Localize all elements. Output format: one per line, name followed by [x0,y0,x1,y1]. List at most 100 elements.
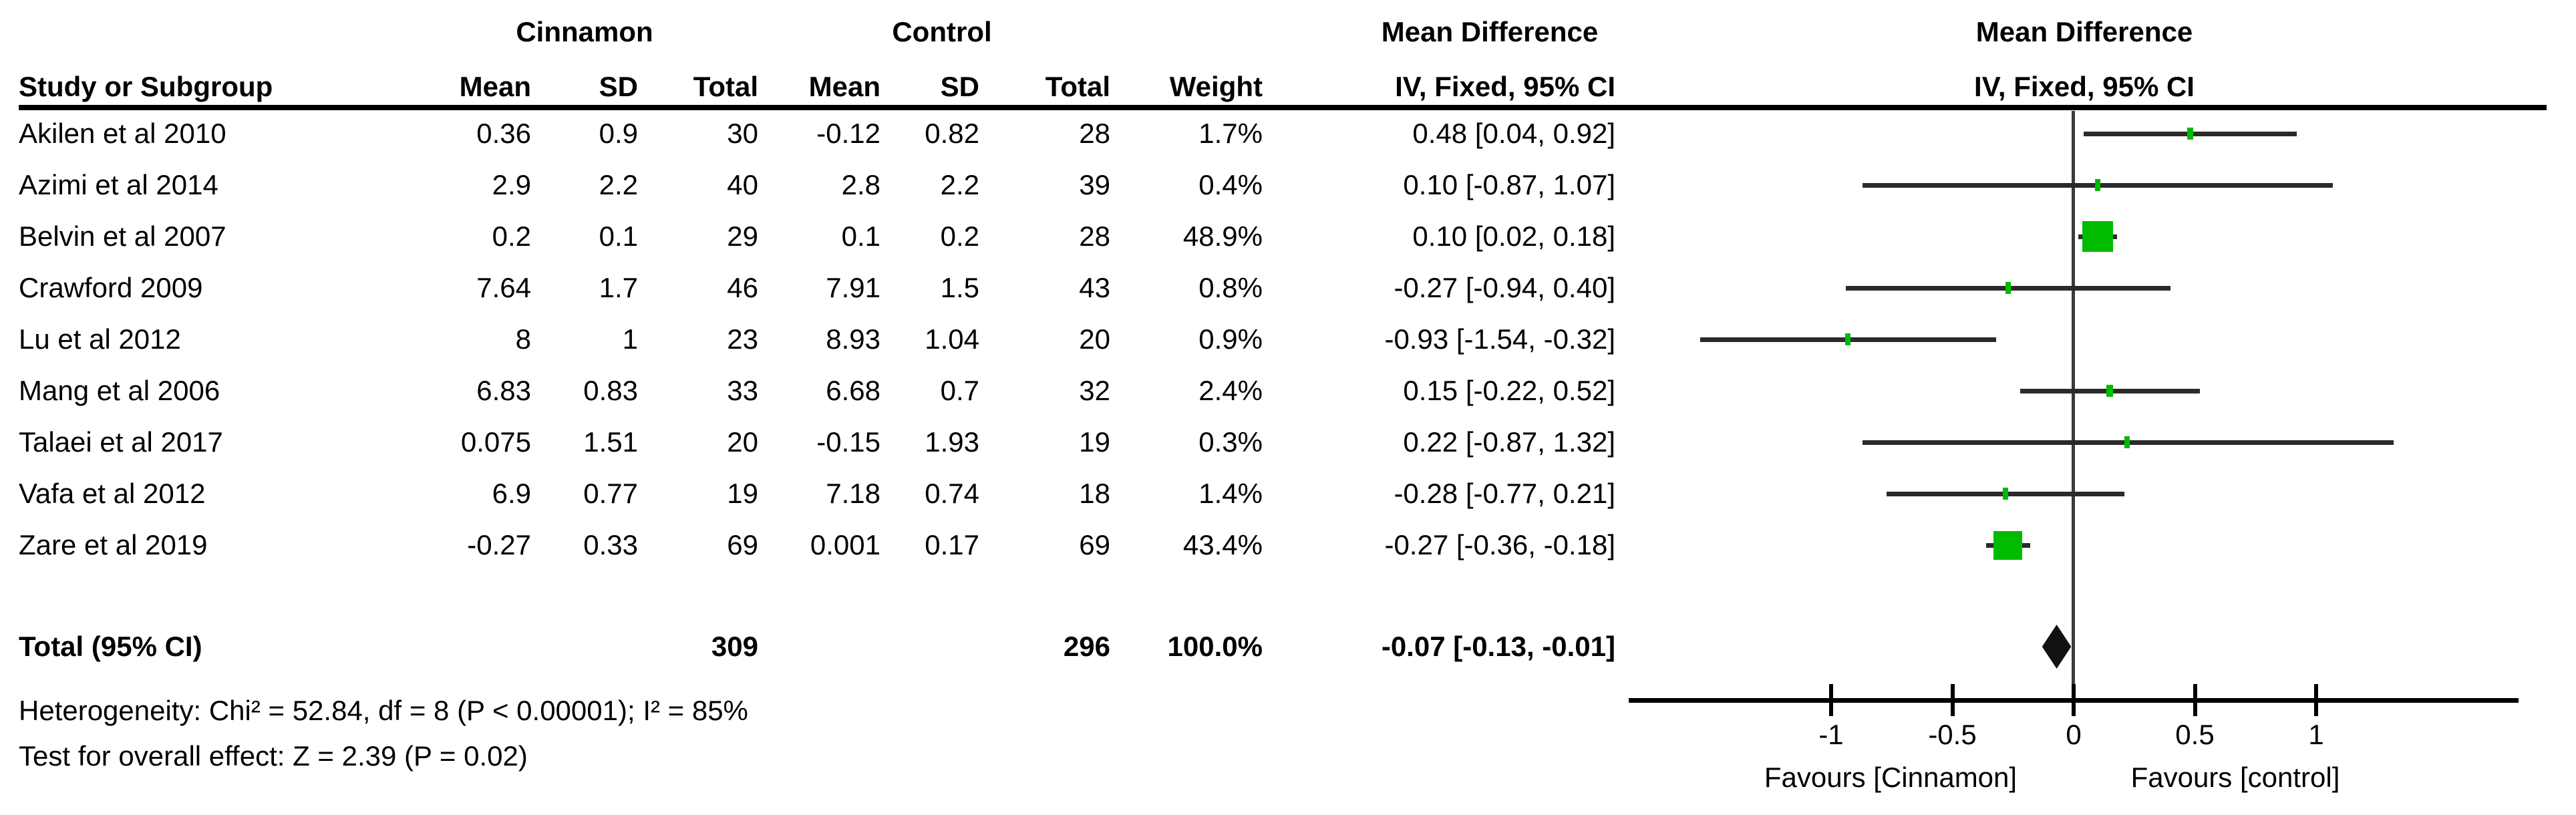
table-cell-weight: 0.3% [1198,426,1263,458]
table-cell-cinnamon_sd: 0.9 [599,118,638,149]
table-cell-ci_text: 0.10 [0.02, 0.18] [1412,220,1615,252]
plot-title: Mean Difference [1975,16,2193,47]
table-cell-cinnamon_mean: 6.9 [492,478,531,509]
total-cell-control_total: 296 [1063,631,1110,662]
axis-tick [1829,684,1833,716]
table-cell-cinnamon_sd: 0.33 [583,529,638,560]
table-cell-cinnamon_total: 20 [727,426,758,458]
column-header-study: Study or Subgroup [19,71,273,102]
table-cell-cinnamon_sd: 1.51 [583,426,638,458]
total-cell-cinnamon_total: 309 [711,631,758,662]
table-cell-cinnamon_mean: 8 [515,323,531,355]
total-cell-ci_text: -0.07 [-0.13, -0.01] [1381,631,1615,662]
axis-tick-label: -0.5 [1928,719,1977,750]
table-cell-study: Vafa et al 2012 [19,478,206,509]
table-cell-control_sd: 0.7 [940,375,979,406]
table-cell-control_mean: 6.68 [826,375,880,406]
pooled-effect-diamond [2042,625,2072,669]
table-cell-ci_text: -0.93 [-1.54, -0.32] [1384,323,1615,355]
column-header-control-sd: SD [940,71,979,102]
table-cell-weight: 0.4% [1198,169,1263,200]
table-cell-control_mean: 7.18 [826,478,880,509]
table-cell-cinnamon_mean: 0.36 [476,118,531,149]
table-cell-weight: 1.4% [1198,478,1263,509]
table-cell-study: Mang et al 2006 [19,375,220,406]
column-header-control-mean: Mean [808,71,880,102]
table-cell-weight: 0.8% [1198,272,1263,303]
table-cell-weight: 0.9% [1198,323,1263,355]
table-cell-cinnamon_sd: 0.77 [583,478,638,509]
table-cell-control_total: 28 [1079,118,1110,149]
effect-marker [2095,179,2101,191]
total-cell-study: Total (95% CI) [19,631,202,662]
table-cell-cinnamon_total: 30 [727,118,758,149]
axis-tick [2193,684,2197,716]
table-cell-study: Talaei et al 2017 [19,426,223,458]
table-cell-control_total: 20 [1079,323,1110,355]
table-cell-cinnamon_sd: 0.83 [583,375,638,406]
effect-marker [2106,385,2114,397]
table-cell-ci_text: -0.28 [-0.77, 0.21] [1394,478,1615,509]
column-header-cinnamon-mean: Mean [459,71,531,102]
overall-effect-test: Test for overall effect: Z = 2.39 (P = 0… [19,740,528,772]
table-cell-study: Akilen et al 2010 [19,118,226,149]
table-cell-cinnamon_total: 46 [727,272,758,303]
effect-marker [2005,282,2011,294]
table-cell-cinnamon_total: 19 [727,478,758,509]
table-cell-cinnamon_sd: 2.2 [599,169,638,200]
table-cell-cinnamon_sd: 1 [622,323,638,355]
table-cell-weight: 1.7% [1198,118,1263,149]
axis-tick [2072,684,2076,716]
effect-marker [2082,221,2114,252]
table-cell-control_total: 32 [1079,375,1110,406]
column-header-cinnamon-total: Total [693,71,758,102]
group-header-mean-difference: Mean Difference [1381,16,1599,47]
table-cell-control_mean: 8.93 [826,323,880,355]
table-cell-control_sd: 0.82 [925,118,979,149]
table-cell-cinnamon_mean: 6.83 [476,375,531,406]
table-cell-cinnamon_mean: 0.2 [492,220,531,252]
column-header-control-total: Total [1045,71,1110,102]
table-cell-study: Belvin et al 2007 [19,220,226,252]
table-cell-control_sd: 1.93 [925,426,979,458]
table-cell-study: Crawford 2009 [19,272,203,303]
table-cell-cinnamon_mean: 2.9 [492,169,531,200]
table-cell-control_mean: 2.8 [841,169,880,200]
table-cell-cinnamon_mean: 7.64 [476,272,531,303]
table-cell-cinnamon_sd: 1.7 [599,272,638,303]
table-cell-cinnamon_total: 33 [727,375,758,406]
table-cell-control_sd: 0.17 [925,529,979,560]
table-cell-control_total: 18 [1079,478,1110,509]
table-cell-control_total: 19 [1079,426,1110,458]
table-cell-weight: 43.4% [1182,529,1263,560]
table-cell-control_total: 43 [1079,272,1110,303]
zero-reference-line [2072,111,2075,703]
table-cell-control_mean: 0.1 [841,220,880,252]
table-cell-ci_text: -0.27 [-0.36, -0.18] [1384,529,1615,560]
column-header-iv-fixed-ci: IV, Fixed, 95% CI [1395,71,1615,102]
table-cell-cinnamon_sd: 0.1 [599,220,638,252]
table-cell-cinnamon_mean: -0.27 [467,529,531,560]
table-cell-control_sd: 1.04 [925,323,979,355]
axis-tick [1950,684,1955,716]
axis-label-favours-cinnamon: Favours [Cinnamon] [1764,762,2018,793]
table-cell-control_mean: -0.12 [816,118,880,149]
table-cell-ci_text: 0.48 [0.04, 0.92] [1412,118,1615,149]
table-cell-cinnamon_total: 29 [727,220,758,252]
table-cell-control_sd: 0.74 [925,478,979,509]
table-cell-control_total: 28 [1079,220,1110,252]
effect-marker [2003,488,2009,500]
column-header-cinnamon-sd: SD [599,71,638,102]
table-cell-study: Lu et al 2012 [19,323,181,355]
table-cell-ci_text: 0.15 [-0.22, 0.52] [1403,375,1615,406]
table-cell-ci_text: 0.22 [-0.87, 1.32] [1403,426,1615,458]
table-cell-weight: 48.9% [1182,220,1263,252]
table-cell-cinnamon_total: 69 [727,529,758,560]
group-header-cinnamon: Cinnamon [516,16,653,47]
table-cell-control_mean: -0.15 [816,426,880,458]
table-cell-control_total: 39 [1079,169,1110,200]
effect-marker [1845,333,1851,345]
column-header-weight: Weight [1169,71,1263,102]
table-cell-control_sd: 2.2 [940,169,979,200]
